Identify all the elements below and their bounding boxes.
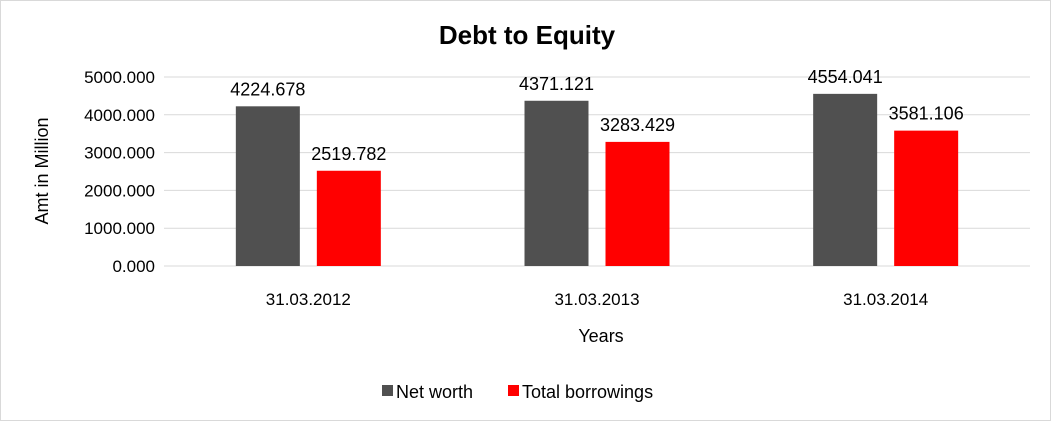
bar-total-borrowings [316,170,381,266]
y-tick-label: 3000.000 [84,144,155,163]
legend-label: Net worth [396,382,473,402]
y-axis-ticks: 0.000 1000.000 2000.000 3000.000 4000.000 500… [84,68,155,276]
legend-swatch [508,385,519,396]
data-labels: 4224.678 2519.782 4371.121 3283.429 4554.041… [230,67,963,164]
legend-swatch [382,385,393,396]
data-label: 3581.106 [889,104,964,124]
bar-total-borrowings [605,141,670,266]
data-label: 4224.678 [230,79,305,99]
x-category-label: 31.03.2012 [266,290,351,309]
chart-title: Debt to Equity [439,20,616,50]
data-label: 3283.429 [600,115,675,135]
y-tick-label: 4000.000 [84,106,155,125]
bar-net-worth [235,106,300,266]
x-axis-categories: 31.03.2012 31.03.2013 31.03.2014 [266,290,928,309]
bars [235,93,959,267]
y-tick-label: 1000.000 [84,219,155,238]
x-category-label: 31.03.2013 [554,290,639,309]
bar-net-worth [524,100,589,266]
x-category-label: 31.03.2014 [843,290,928,309]
legend: Net worth Total borrowings [382,382,653,402]
y-tick-label: 2000.000 [84,181,155,200]
legend-label: Total borrowings [522,382,653,402]
y-tick-label: 5000.000 [84,68,155,87]
data-label: 2519.782 [311,144,386,164]
bar-total-borrowings [894,130,959,266]
data-label: 4554.041 [808,67,883,87]
bar-net-worth [813,93,878,267]
y-axis-title: Amt in Million [32,117,52,224]
gridlines [164,76,1030,267]
y-tick-label: 0.000 [112,257,155,276]
data-label: 4371.121 [519,74,594,94]
x-axis-title: Years [578,326,623,346]
